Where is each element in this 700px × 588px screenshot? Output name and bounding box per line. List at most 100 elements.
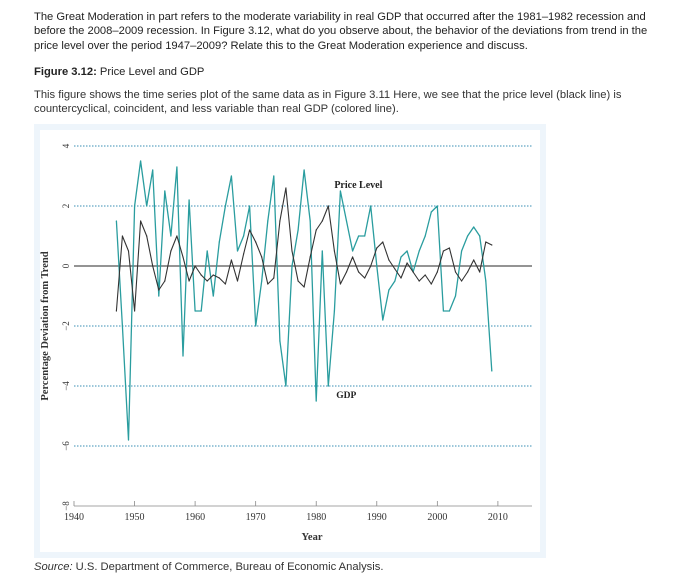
price-level-line-point (152, 265, 154, 267)
gdp-line-point (273, 175, 275, 177)
gdp-line-point (164, 190, 166, 192)
price-level-line-point (460, 280, 463, 282)
gdp-line-point (218, 241, 220, 243)
price-level-line-point (188, 280, 190, 282)
x-tick-label: 1970 (246, 512, 266, 523)
gdp-line-point (315, 400, 317, 402)
gdp-line-point (297, 229, 299, 231)
gdp-line-point (261, 280, 263, 282)
chart-container: 4 2 0 −2 −4 −6 −8 1940 1950 1960 1970 1980 1990 2000 2… (34, 124, 546, 558)
figure-title-text: Price Level and GDP (99, 66, 205, 78)
price-level-line-point (236, 280, 239, 282)
price-level-line-point (170, 250, 172, 252)
gdp-line-point (394, 280, 396, 282)
price-level-line-point (230, 259, 233, 261)
price-level-line-point (291, 250, 293, 252)
gdp-line-point (370, 205, 372, 207)
price-level-line-point (394, 268, 396, 270)
y-tick-label: 4 (61, 143, 71, 148)
figure-label: Figure 3.12: (34, 66, 97, 78)
gdp-line-point (364, 235, 366, 237)
gdp-line-point (255, 325, 257, 327)
y-tick-label: −4 (61, 381, 71, 391)
price-level-line-point (339, 283, 342, 285)
price-level-line-point (388, 259, 390, 261)
price-level-line-point (297, 280, 299, 282)
y-tick-label: 0 (61, 263, 71, 268)
price-level-line-point (400, 277, 402, 279)
price-level-line-point (467, 271, 469, 273)
gdp-line-point (467, 235, 469, 237)
gdp-line-point (460, 250, 463, 252)
price-level-line-point (485, 241, 487, 243)
y-tick-label: −8 (61, 501, 71, 511)
gdp-line-point (473, 226, 475, 228)
y-tick-label: −2 (61, 321, 71, 331)
gdp-line-point (242, 235, 245, 237)
gdp-line-point (376, 265, 378, 267)
price-level-line-point (115, 310, 117, 312)
gdp-line-point (200, 310, 202, 312)
price-level-line-point (442, 250, 444, 252)
price-level-line-point (182, 256, 184, 258)
gdp-line-point (333, 310, 335, 312)
price-level-line-point (364, 277, 366, 279)
price-level-line-point (345, 271, 348, 273)
price-level-line-point (454, 271, 457, 273)
price-level-line-point (206, 280, 208, 282)
gdp-annotation: GDP (336, 391, 356, 401)
source-text: U.S. Department of Commerce, Bureau of E… (75, 561, 384, 573)
gdp-line-point (188, 199, 190, 201)
gdp-line-point (400, 256, 402, 258)
gdp-line-point (249, 205, 251, 207)
gdp-line-point (448, 310, 451, 312)
gdp-line-point (436, 205, 438, 207)
gdp-line-point (291, 265, 293, 267)
x-axis-title: Year (302, 532, 323, 543)
gdp-line-point (485, 280, 487, 282)
price-level-line-point (412, 271, 414, 273)
gdp-line-point (424, 235, 426, 237)
gdp-line-point (339, 190, 342, 192)
price-level-line-point (351, 256, 354, 258)
gdp-line-point (388, 289, 390, 291)
gdp-line-point (382, 319, 384, 321)
price-level-line-point (382, 241, 384, 243)
price-level-line-point (164, 280, 166, 282)
price-level-line-point (436, 271, 438, 273)
price-level-line-point (376, 247, 378, 249)
price-level-line-point (146, 235, 148, 237)
price-level-line-point (127, 250, 130, 252)
gdp-line-point (351, 250, 354, 252)
gdp-line-point (309, 220, 311, 222)
gdp-line-point (267, 220, 269, 222)
y-axis-title: Percentage Deviation from Trend (40, 251, 51, 400)
x-tick-label: 1960 (185, 512, 205, 523)
gdp-line-point (454, 295, 457, 297)
price-level-line-point (267, 283, 269, 285)
gdp-line-point (121, 325, 124, 327)
price-level-line-point (406, 262, 408, 264)
source-note: Source: U.S. Department of Commerce, Bur… (34, 561, 383, 573)
x-tick-label: 1950 (125, 512, 145, 523)
price-level-line-point (315, 229, 317, 231)
gdp-line-point (430, 211, 432, 213)
figure-caption: This figure shows the time series plot o… (34, 89, 622, 116)
price-level-line-point (176, 235, 178, 237)
price-level-line-point (218, 277, 220, 279)
price-level-line-point (279, 220, 281, 222)
x-tick-label: 1940 (64, 512, 84, 523)
price-level-annotation: Price Level (334, 180, 382, 191)
gdp-line-point (236, 250, 239, 252)
price-level-line-point (249, 229, 251, 231)
gdp-line-point (321, 250, 323, 252)
gdp-line-point (479, 235, 481, 237)
price-level-line-point (242, 253, 245, 255)
price-level-line-point (261, 256, 263, 258)
gdp-line-point (206, 250, 208, 252)
gdp-line-point (133, 205, 136, 207)
source-label: Source: (34, 561, 73, 573)
x-tick-label: 1980 (306, 512, 326, 523)
gdp-line-point (146, 205, 148, 207)
price-level-line-point (273, 277, 275, 279)
